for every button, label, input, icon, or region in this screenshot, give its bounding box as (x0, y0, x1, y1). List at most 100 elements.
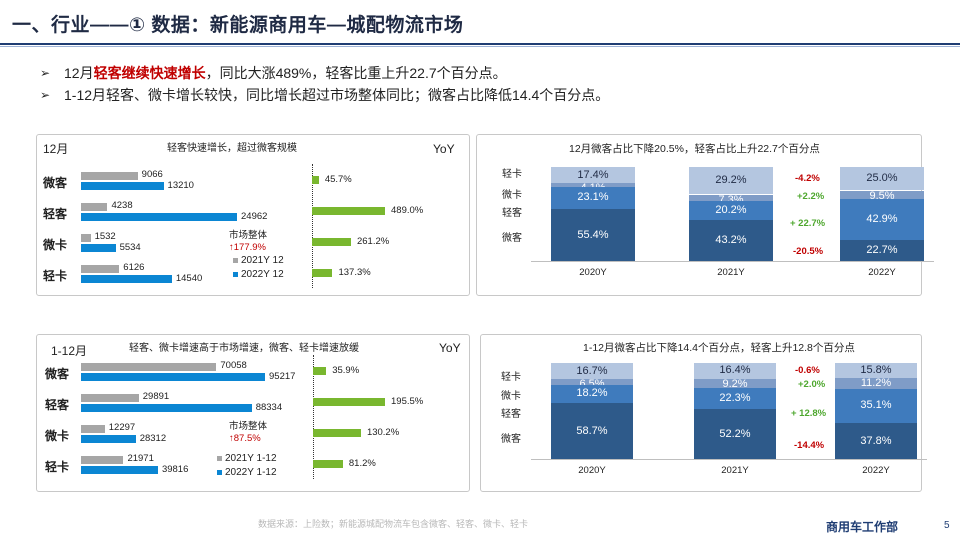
value-label-2021: 29891 (142, 391, 170, 402)
yoy-value-label: 137.3% (338, 267, 371, 278)
data-source-note: 数据来源：上险数；新能源城配物流车包含微客、轻客、微卡、轻卡 (258, 519, 529, 529)
bar-2022 (81, 466, 158, 474)
legend-label: 2022Y 12 (241, 269, 284, 280)
market-overall-note: 市场整体 ↑177.9% (229, 230, 267, 254)
bar-2021 (81, 363, 217, 371)
series-label: 微客 (501, 434, 521, 445)
legend-label: 2021Y 12 (241, 255, 284, 266)
yoy-header: YoY (433, 142, 455, 156)
legend-item: 2021Y 1-12 (217, 453, 277, 464)
x-axis-label: 2021Y (721, 465, 749, 476)
period-label: 12月 (43, 142, 69, 156)
series-label: 微客 (502, 233, 522, 244)
change-label: -0.6% (795, 365, 820, 376)
value-label-2021: 6126 (123, 262, 145, 273)
stack-segment: 18.2% (551, 385, 633, 403)
market-growth-value: ↑177.9% (229, 242, 266, 253)
bar-2021 (81, 425, 105, 433)
x-axis-label: 2022Y (868, 267, 896, 278)
stacked-column: 58.7% 18.2% 6.5% 16.7% (551, 363, 633, 459)
bar-2021 (81, 265, 120, 273)
category-label: 轻客 (45, 398, 70, 412)
value-label-2022: 28312 (139, 433, 167, 444)
legend-swatch (233, 257, 238, 263)
legend-item: 2022Y 1-12 (217, 467, 277, 478)
bar-2022 (81, 182, 164, 190)
yoy-bar (312, 238, 351, 246)
series-label: 微卡 (502, 190, 522, 201)
value-label-2021: 1532 (94, 231, 116, 242)
yoy-bar (313, 429, 361, 437)
stack-segment: 35.1% (835, 388, 917, 423)
chart-title: 轻客快速增长，超过微客规模 (167, 143, 297, 154)
change-label: + 22.7% (790, 218, 826, 229)
stack-segment: 43.2% (689, 220, 773, 261)
panel-dec-volume: 12月 轻客快速增长，超过微客规模 YoY 微客 9066 13210 45.7% 轻客 423… (36, 134, 470, 296)
category-label: 轻卡 (45, 460, 70, 474)
series-label: 微卡 (501, 391, 521, 402)
bullet-text: ，同比大涨489%，轻客比重上升22.7个百分点。 (205, 65, 507, 81)
stack-segment: 9.5% (840, 190, 924, 200)
period-label: 1-12月 (51, 344, 88, 358)
title-divider (0, 43, 960, 45)
stack-segment: 55.4% (551, 208, 635, 261)
bar-2022 (81, 373, 265, 381)
yoy-bar (312, 176, 319, 184)
yoy-value-label: 81.2% (348, 458, 376, 469)
stack-segment: 20.2% (689, 201, 773, 221)
bullet-arrow-icon: ➢ (40, 66, 51, 80)
x-axis-label: 2020Y (579, 267, 607, 278)
bullet-item: ➢ 12月轻客继续快速增长，同比大涨489%，轻客比重上升22.7个百分点。 (40, 62, 609, 84)
value-label-2022: 14540 (175, 273, 203, 284)
change-label: -14.4% (794, 440, 825, 451)
panel-dec-share: 12月微客占比下降20.5%，轻客占比上升22.7个百分点 轻卡 微卡 轻客 微客 55.… (476, 134, 934, 296)
chart-title: 12月微客占比下降20.5%，轻客占比上升22.7个百分点 (569, 143, 820, 155)
bar-2022 (81, 435, 136, 443)
chart-title: 轻客、微卡增速高于市场增速，微客、轻卡增速放缓 (129, 343, 359, 354)
stack-segment: 25.0% (840, 167, 924, 191)
chart-title: 1-12月微客占比下降14.4个百分点，轻客上升12.8个百分点 (583, 342, 855, 354)
bullet-arrow-icon: ➢ (40, 88, 51, 102)
x-axis-line (531, 459, 927, 460)
value-label-2021: 9066 (141, 169, 163, 180)
category-label: 微卡 (45, 429, 70, 443)
value-label-2022: 24962 (241, 211, 268, 222)
bar-2021 (81, 172, 138, 180)
stack-segment: 37.8% (835, 422, 917, 459)
series-label: 轻卡 (501, 372, 521, 383)
stacked-column: 55.4%23.1%4.1%17.4% (551, 167, 635, 261)
x-axis-label: 2020Y (578, 465, 606, 476)
stack-segment: 11.2% (835, 378, 917, 389)
yoy-value-label: 261.2% (356, 236, 390, 247)
highlight-text: 轻客继续快速增长 (93, 65, 206, 81)
legend-label: 2022Y 1-12 (225, 467, 277, 478)
stack-segment: 7.3% (689, 194, 773, 202)
bar-2022 (81, 275, 172, 283)
legend-item: 2022Y 12 (233, 269, 284, 280)
bar-2022 (81, 244, 116, 252)
stack-segment: 22.7% (840, 239, 924, 261)
value-label-2022: 39816 (161, 464, 189, 475)
category-label: 轻卡 (43, 269, 68, 283)
stack-segment: 15.8% (835, 363, 917, 379)
value-label-2021: 21971 (127, 453, 154, 464)
legend-swatch (233, 271, 238, 277)
bar-2022 (81, 404, 252, 412)
yoy-bar (312, 269, 333, 277)
change-label: +2.2% (797, 191, 825, 202)
stack-segment: 23.1% (551, 187, 635, 209)
yoy-value-label: 130.2% (366, 427, 400, 438)
panel-ytd-volume: 1-12月 轻客、微卡增速高于市场增速，微客、轻卡增速放缓 YoY 微客 70058 95… (36, 334, 470, 492)
category-label: 微客 (45, 367, 70, 381)
series-label: 轻卡 (502, 169, 522, 180)
stack-segment: 16.7% (551, 363, 633, 380)
value-label-2021: 4238 (111, 200, 133, 211)
yoy-axis-line (313, 355, 314, 479)
stack-segment: 58.7% (551, 402, 633, 459)
stack-segment: 29.2% (689, 167, 773, 195)
stack-segment: 16.4% (694, 363, 776, 379)
x-axis-label: 2022Y (862, 465, 890, 476)
category-label: 轻客 (43, 207, 68, 221)
bullet-list: ➢ 12月轻客继续快速增长，同比大涨489%，轻客比重上升22.7个百分点。 ➢ 1-… (40, 62, 609, 106)
value-label-2022: 13210 (167, 180, 194, 191)
